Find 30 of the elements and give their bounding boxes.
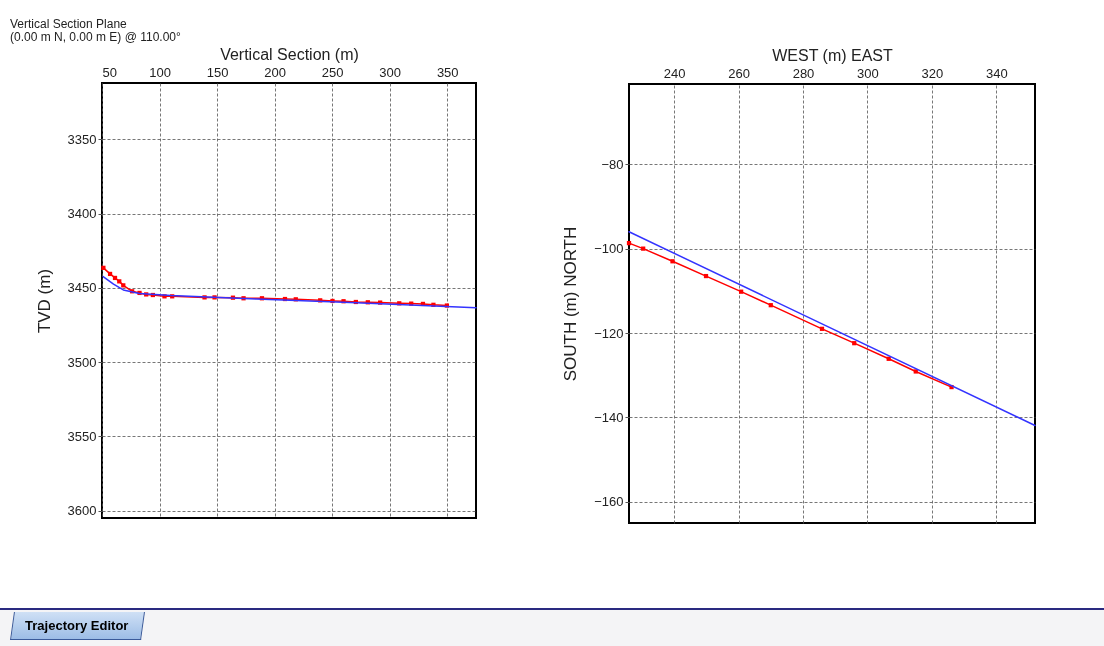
y-tick-label: 3400 (67, 206, 97, 222)
y-tick-label: −140 (594, 409, 624, 425)
y-axis-title: TVD (m) (34, 268, 54, 334)
y-tick-label: 3550 (67, 428, 97, 444)
x-tick-label: 260 (728, 65, 750, 81)
y-tick-label: −100 (594, 241, 624, 257)
x-tick-label: 300 (857, 65, 879, 81)
x-axis-title: WEST (m) EAST (772, 46, 894, 64)
y-tick-label: −80 (601, 156, 624, 172)
text: Vertical Section Plane (10, 17, 127, 31)
x-tick-label: 250 (321, 64, 344, 80)
y-tick-label: 3600 (67, 503, 97, 519)
x-tick-label: 350 (436, 64, 459, 80)
y-tick-label: −120 (594, 325, 624, 341)
text: (0.00 m N, 0.00 m E) @ 110.00° (10, 30, 181, 44)
x-axis-title: Vertical Section (m) (220, 45, 359, 63)
x-tick-label: 320 (921, 65, 944, 81)
x-tick-label: 280 (792, 65, 815, 81)
x-tick-label: 340 (985, 65, 1008, 81)
x-tick-label: 100 (149, 64, 171, 80)
x-tick-label: 300 (379, 64, 402, 80)
x-tick-label: 200 (264, 64, 286, 80)
y-axis-title: SOUTH (m) NORTH (561, 226, 581, 382)
y-tick-label: 3450 (67, 280, 97, 296)
y-tick-label: −160 (594, 494, 624, 510)
y-tick-label: 3500 (67, 354, 97, 370)
x-tick-label: 150 (206, 64, 229, 80)
x-tick-label: 240 (663, 65, 686, 81)
x-tick-label: 50 (102, 64, 117, 80)
y-tick-label: 3350 (67, 131, 97, 147)
